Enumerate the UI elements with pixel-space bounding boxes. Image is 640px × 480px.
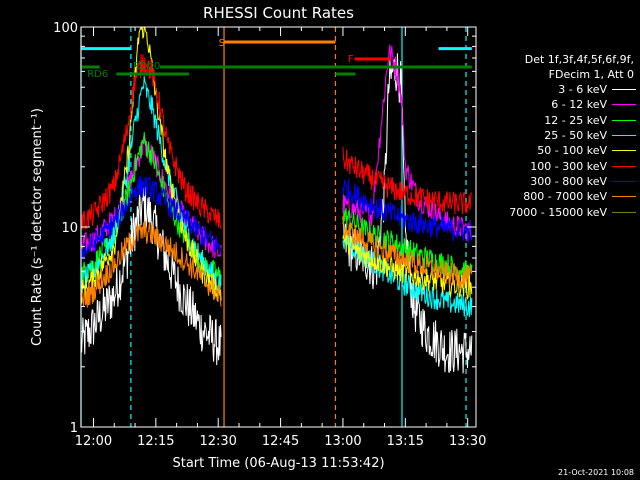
- y-tick-label-2: 100: [53, 21, 78, 36]
- rd6-label: RD6: [87, 69, 108, 80]
- render-timestamp: 21-Oct-2021 10:08: [558, 468, 634, 477]
- legend-entry-label: 300 - 800 keV: [530, 174, 607, 188]
- legend-swatch: [612, 150, 636, 152]
- legend-swatch: [612, 119, 636, 121]
- y-tick-label-1: 10: [61, 221, 78, 236]
- x-tick-label-1: 12:15: [137, 434, 174, 449]
- legend-entry-label: 6 - 12 keV: [551, 98, 607, 112]
- legend-entry: 300 - 800 keV: [478, 174, 636, 189]
- legend-entry-label: 25 - 50 keV: [544, 129, 607, 143]
- legend-header-line2: FDecim 1, Att 0: [548, 68, 634, 81]
- legend-entry-label: 50 - 100 keV: [537, 144, 607, 158]
- legend-swatch: [612, 180, 636, 182]
- chart-title: RHESSI Count Rates: [203, 4, 354, 22]
- s-label: S: [219, 38, 225, 49]
- legend-entry-label: 100 - 300 keV: [530, 159, 607, 173]
- series-line-6: [80, 176, 473, 261]
- x-tick-label-6: 13:30: [449, 434, 486, 449]
- series-line-2: [80, 132, 473, 286]
- rd00-label: RD00: [133, 61, 160, 72]
- legend-header-line1: Det 1f,3f,4f,5f,6f,9f,: [524, 53, 634, 66]
- x-tick-label-2: 12:30: [199, 434, 236, 449]
- x-tick-label-3: 12:45: [262, 434, 299, 449]
- legend-entry: 3 - 6 keV: [478, 82, 636, 97]
- f-label: F: [348, 54, 354, 65]
- series-line-5: [80, 53, 473, 231]
- legend-entry: 25 - 50 keV: [478, 128, 636, 143]
- legend-swatch: [612, 104, 636, 106]
- x-tick-label-5: 13:15: [387, 434, 424, 449]
- legend-swatch: [612, 196, 636, 198]
- legend: Det 1f,3f,4f,5f,6f,9f, FDecim 1, Att 0 3…: [478, 52, 636, 220]
- y-tick-label-0: 1: [70, 421, 78, 436]
- legend-entry-label: 12 - 25 keV: [544, 113, 607, 127]
- legend-entry: 800 - 7000 keV: [478, 189, 636, 204]
- legend-entry: 6 - 12 keV: [478, 97, 636, 112]
- series-line-4: [80, 26, 473, 304]
- legend-entry: 7000 - 15000 keV: [478, 204, 636, 219]
- legend-entry: 12 - 25 keV: [478, 113, 636, 128]
- legend-swatch: [612, 135, 636, 137]
- legend-swatch: [612, 165, 636, 167]
- legend-entry: 50 - 100 keV: [478, 143, 636, 158]
- x-tick-label-4: 13:00: [324, 434, 361, 449]
- legend-entry-label: 3 - 6 keV: [558, 83, 607, 97]
- legend-entry-label: 7000 - 15000 keV: [509, 205, 607, 219]
- legend-entry-label: 800 - 7000 keV: [523, 190, 607, 204]
- legend-swatch: [612, 89, 636, 91]
- legend-entry: 100 - 300 keV: [478, 158, 636, 173]
- x-axis-label: Start Time (06-Aug-13 11:53:42): [172, 456, 384, 471]
- y-axis-label: Count Rate (s⁻¹ detector segment⁻¹): [30, 108, 45, 346]
- x-tick-label-0: 12:00: [75, 434, 112, 449]
- series-line-7: [80, 215, 473, 308]
- legend-swatch: [612, 211, 636, 213]
